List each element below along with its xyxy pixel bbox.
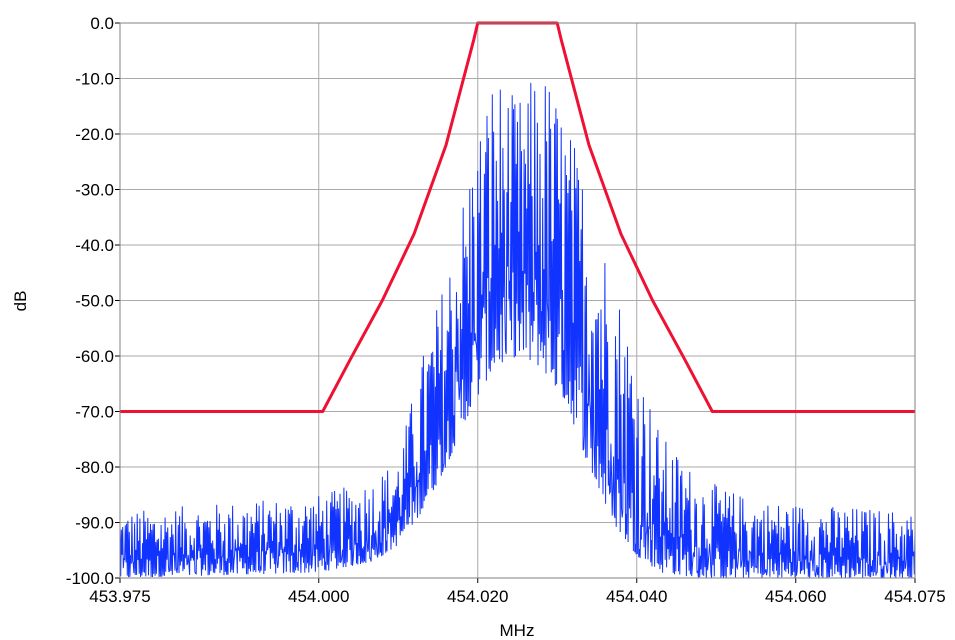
series-spectrum-line xyxy=(119,82,916,579)
y-tick-label: -10.0 xyxy=(75,70,114,89)
x-tick-label: 453.975 xyxy=(89,587,150,606)
x-tick-label: 454.060 xyxy=(765,587,826,606)
y-tick-label: -40.0 xyxy=(75,236,114,255)
y-tick-label: -60.0 xyxy=(75,347,114,366)
y-tick-label: -100.0 xyxy=(66,569,114,588)
y-tick-label: -20.0 xyxy=(75,125,114,144)
y-tick-label: -80.0 xyxy=(75,458,114,477)
x-tick-label: 454.020 xyxy=(447,587,508,606)
y-tick-label: -50.0 xyxy=(75,292,114,311)
x-tick-label: 454.040 xyxy=(606,587,667,606)
y-axis-title: dB xyxy=(11,291,30,312)
y-tick-label: 0.0 xyxy=(90,14,114,33)
x-axis-ticks: 453.975 454.000 454.020 454.040 454.060 454.0… xyxy=(89,578,946,606)
plot-border xyxy=(119,22,916,579)
y-tick-label: -70.0 xyxy=(75,403,114,422)
x-tick-label: 454.000 xyxy=(288,587,349,606)
y-tick-label: -90.0 xyxy=(75,514,114,533)
y-axis-ticks: 0.0 -10.0 -20.0 -30.0 -40.0 -50.0 -60.0 -70.0 -8… xyxy=(66,14,120,588)
x-axis-title: MHz xyxy=(500,621,535,640)
y-tick-label: -30.0 xyxy=(75,181,114,200)
x-tick-label: 454.075 xyxy=(884,587,945,606)
